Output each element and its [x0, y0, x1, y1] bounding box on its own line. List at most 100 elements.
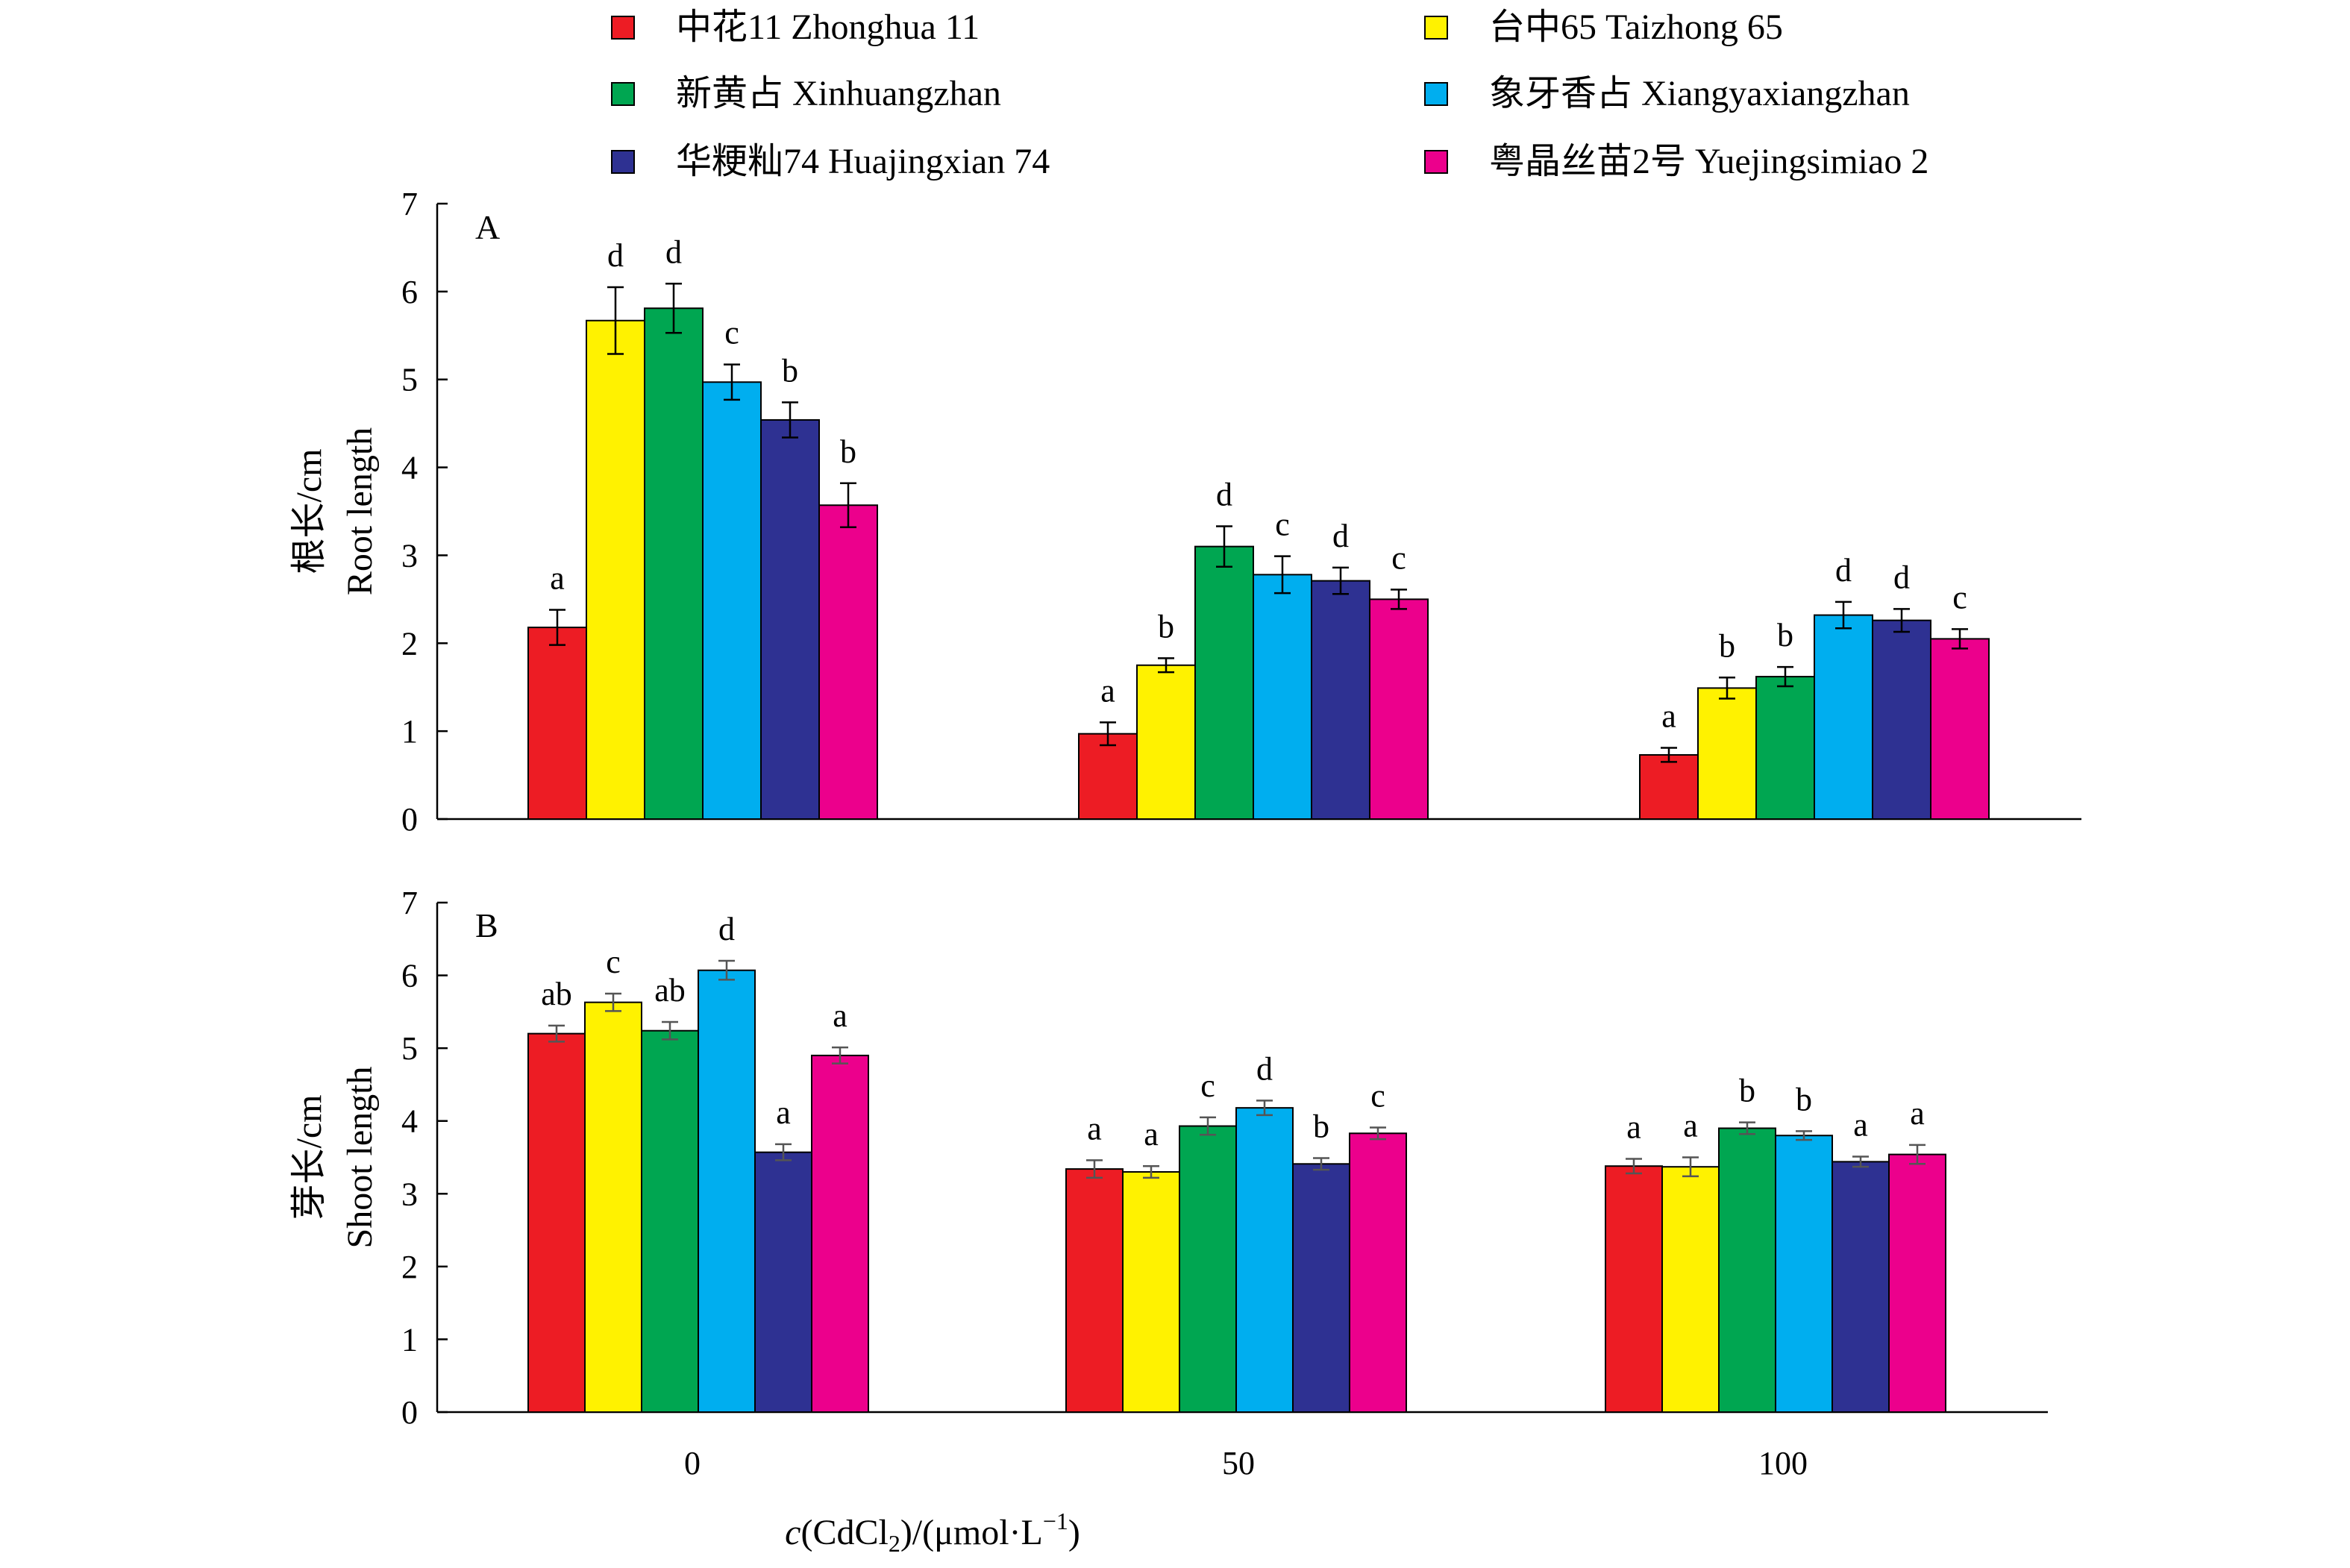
bar-2-yuejingsimiao-2-100: [1930, 638, 1990, 821]
x-title-close: ): [1068, 1513, 1080, 1552]
bar-11-zhonghua-11-50: [1078, 733, 1138, 821]
x-title-variable: c: [785, 1513, 800, 1552]
bar-2-yuejingsimiao-2-50: [1369, 598, 1429, 820]
significance-letter: a: [1144, 1116, 1159, 1153]
significance-letter: d: [1332, 518, 1349, 554]
bar-65-taizhong-65-100: [1661, 1166, 1720, 1414]
significance-letter: b: [1739, 1073, 1755, 1109]
significance-letter: b: [840, 433, 856, 470]
significance-letter: b: [1719, 627, 1735, 664]
bar-11-zhonghua-11-100: [1605, 1165, 1663, 1414]
bar-2-yuejingsimiao-2-100: [1888, 1153, 1946, 1414]
bar-xiangyaxiangzhan-0: [698, 969, 756, 1413]
x-axis-title: c(CdCl2)/(μmol·L−1): [785, 1508, 1080, 1557]
bar-xinhuangzhan-100: [1755, 676, 1815, 820]
significance-letter: a: [1661, 698, 1676, 735]
legend-swatch-2-yuejingsimiao-2: [1424, 150, 1448, 174]
panel-a-root-length: 0 1 2 3 4 5 6 7 A 根长/cm Root length a d d c b b a b d c d c a b b…: [289, 186, 2081, 838]
significance-letter: a: [550, 560, 565, 597]
y-tick-label: 3: [401, 1176, 418, 1212]
y-tick-label: 2: [401, 625, 418, 662]
x-category-labels: 0 50 100: [684, 1445, 1808, 1481]
bar-65-taizhong-65-100: [1697, 687, 1757, 821]
y-tick-label: 4: [401, 450, 418, 486]
legend-label-74-huajingxian-74: 华粳籼74 Huajingxian 74: [676, 142, 1050, 181]
significance-letter: c: [724, 315, 739, 351]
significance-letter: a: [776, 1094, 791, 1131]
bar-xinhuangzhan-50: [1194, 545, 1254, 821]
significance-letter: d: [607, 237, 624, 274]
x-title-unit: )/(μmol·L: [900, 1513, 1043, 1552]
significance-letter: b: [782, 352, 798, 389]
legend-swatch-xinhuangzhan: [611, 82, 635, 106]
bar-74-huajingxian-74-50: [1292, 1163, 1350, 1413]
y-tick-label: 5: [401, 362, 418, 398]
significance-letter: d: [718, 911, 735, 947]
bar-xiangyaxiangzhan-50: [1253, 574, 1312, 820]
legend-swatch-74-huajingxian-74: [611, 150, 635, 174]
legend-label-xiangyaxiangzhan: 象牙香占 Xiangyaxiangzhan: [1489, 74, 1910, 113]
panel-label: A: [475, 208, 500, 246]
y-axis-title-cn: 芽长/cm: [289, 1095, 329, 1220]
significance-letter: b: [1796, 1081, 1812, 1117]
x-category-label-50: 50: [1222, 1445, 1255, 1481]
x-title-compound: (CdCl: [800, 1513, 888, 1552]
legend-label-xinhuangzhan: 新黄占 Xinhuangzhan: [676, 74, 1001, 113]
x-category-label-100: 100: [1758, 1445, 1808, 1481]
bar-2-yuejingsimiao-2-0: [818, 504, 878, 820]
bar-2-yuejingsimiao-2-0: [811, 1054, 869, 1414]
y-tick-label: 1: [401, 1321, 418, 1358]
significance-letter: c: [1275, 507, 1290, 543]
legend-swatch-11-zhonghua-11: [611, 16, 635, 40]
significance-letter: d: [1893, 559, 1910, 595]
significance-letter: c: [1370, 1077, 1385, 1114]
y-tick-label: 3: [401, 537, 418, 574]
bar-group-100: a b b d d c: [1639, 552, 1990, 821]
significance-letter: d: [1835, 552, 1852, 589]
bar-65-taizhong-65-0: [586, 319, 645, 820]
legend-label-65-taizhong-65: 台中65 Taizhong 65: [1489, 7, 1783, 47]
bar-xiangyaxiangzhan-100: [1775, 1135, 1833, 1413]
significance-letter: c: [1391, 539, 1406, 576]
significance-letter: b: [1158, 608, 1174, 645]
significance-letter: c: [1200, 1067, 1215, 1104]
significance-letter: a: [1683, 1108, 1698, 1144]
panel-label: B: [475, 906, 498, 944]
y-tick-label: 4: [401, 1103, 418, 1140]
significance-letter: c: [606, 944, 621, 980]
bar-xinhuangzhan-50: [1179, 1125, 1237, 1414]
bar-74-huajingxian-74-0: [754, 1151, 812, 1414]
bar-74-huajingxian-74-100: [1872, 619, 1931, 821]
significance-letter: ab: [541, 976, 572, 1012]
legend: 中花11 Zhonghua 11 台中65 Taizhong 65 新黄占 Xinh…: [611, 7, 1928, 181]
legend-label-11-zhonghua-11: 中花11 Zhonghua 11: [676, 7, 980, 47]
significance-letter: d: [665, 233, 682, 270]
significance-letter: ab: [654, 972, 686, 1009]
significance-letter: b: [1313, 1108, 1329, 1144]
bar-11-zhonghua-11-0: [527, 1032, 586, 1413]
bar-xinhuangzhan-0: [644, 307, 704, 820]
y-tick-label: 7: [401, 885, 418, 921]
y-tick-label: 6: [401, 274, 418, 310]
bar-group-0: a d d c b b: [527, 233, 878, 820]
bar-2-yuejingsimiao-2-50: [1349, 1132, 1407, 1413]
significance-letter: b: [1777, 617, 1793, 653]
y-tick-label: 1: [401, 713, 418, 750]
y-axis-title-en: Shoot length: [340, 1066, 380, 1248]
bar-65-taizhong-65-0: [584, 1001, 642, 1413]
bar-xiangyaxiangzhan-0: [702, 381, 762, 820]
y-tick-label: 0: [401, 801, 418, 838]
y-axis-title-cn: 根长/cm: [289, 449, 329, 574]
x-category-label-0: 0: [684, 1445, 701, 1481]
bar-group-50: a b d c d c: [1078, 477, 1429, 821]
bar-74-huajingxian-74-100: [1832, 1161, 1890, 1413]
y-tick-label: 0: [401, 1394, 418, 1431]
y-axis-title-en: Root length: [340, 427, 380, 595]
legend-swatch-xiangyaxiangzhan: [1424, 82, 1448, 106]
bar-11-zhonghua-11-0: [527, 627, 587, 820]
y-tick-label: 6: [401, 958, 418, 994]
significance-letter: c: [1952, 579, 1967, 615]
